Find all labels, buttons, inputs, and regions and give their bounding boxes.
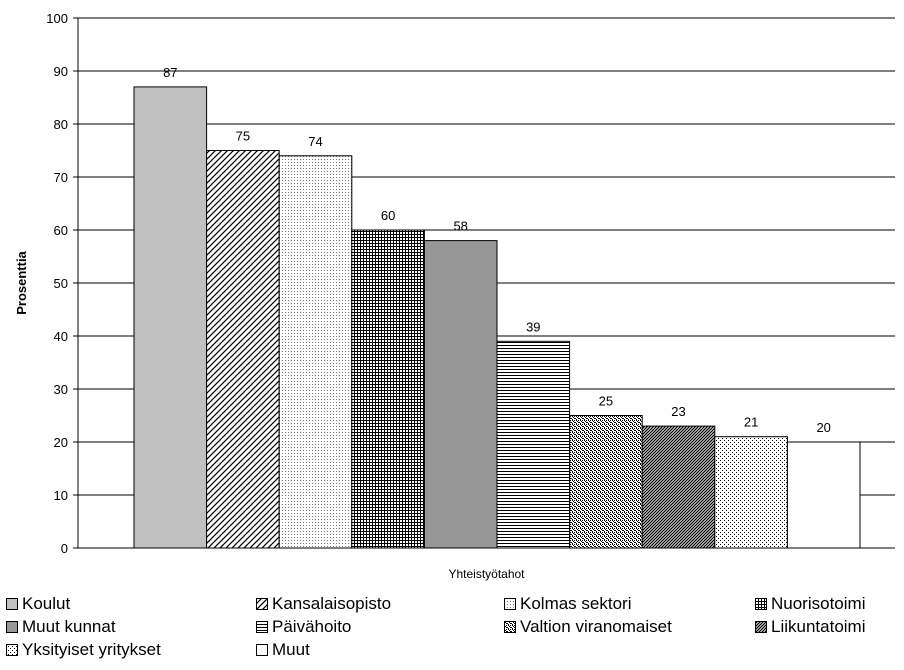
y-tick-label: 80 [54,117,68,132]
legend-label: Muut kunnat [22,617,116,636]
y-tick-label: 90 [54,64,68,79]
y-tick-label: 60 [54,223,68,238]
legend-swatch [6,621,18,633]
legend-swatch [256,644,268,656]
legend-item: Muut [256,640,310,660]
bar-value-label: 21 [744,415,758,430]
legend-label: Valtion viranomaiset [520,617,672,636]
x-axis-title: Yhteistyötahot [448,567,525,581]
bar-value-label: 74 [308,134,322,149]
y-tick-label: 100 [46,11,68,26]
bar [423,240,498,549]
legend-swatch [6,598,18,610]
legend-label: Päivähoito [272,617,352,636]
bar [206,150,280,549]
legend-item: Kolmas sektori [504,594,631,614]
legend-swatch [256,598,268,610]
legend-label: Koulut [22,594,71,613]
y-tick-label: 40 [54,329,68,344]
y-tick-label: 10 [54,488,68,503]
y-tick-label: 70 [54,170,68,185]
bar [641,425,716,549]
bar [786,441,861,549]
bar-value-label: 60 [381,208,395,223]
bar-value-label: 23 [671,404,685,419]
y-tick-label: 30 [54,382,68,397]
legend-swatch [755,598,767,610]
legend-label: Kolmas sektori [520,594,632,613]
bar-value-label: 20 [816,420,830,435]
bar-value-label: 87 [163,65,177,80]
legend-label: Kansalaisopisto [272,594,392,613]
legend-swatch [504,598,516,610]
legend-label: Liikuntatoimi [771,617,866,636]
bar-value-label: 58 [453,219,467,234]
legend-item: Nuorisotoimi [755,594,865,614]
bar-value-label: 39 [526,319,540,334]
y-tick-label: 20 [54,435,68,450]
legend-item: Yksityiset yritykset [6,640,161,660]
legend-item: Päivähoito [256,617,351,637]
legend-item: Koulut [6,594,70,614]
legend-swatch [504,621,516,633]
legend-swatch [256,621,268,633]
bar [133,86,208,549]
bar-chart: 0 10 20 30 40 50 60 70 80 90 100 87 75 74 60 58 39 25 23 2… [14,11,895,581]
legend-swatch [6,644,18,656]
chart-legend: Koulut Kansalaisopisto Kolmas sektori Nuori… [0,594,904,670]
bar-value-label: 25 [599,394,613,409]
bars [133,86,861,549]
legend-label: Nuorisotoimi [771,594,866,613]
data-labels: 87 75 74 60 58 39 25 23 21 20 [163,65,831,435]
bar [278,155,353,549]
legend-item: Liikuntatoimi [755,617,866,637]
bar [496,340,571,549]
y-axis-ticks: 0 10 20 30 40 50 60 70 80 90 100 [46,11,78,556]
legend-swatch [755,621,767,633]
y-tick-label: 50 [54,276,68,291]
legend-label: Muut [272,640,310,659]
legend-label: Yksityiset yritykset [22,640,161,659]
bar [351,229,425,549]
legend-item: Kansalaisopisto [256,594,391,614]
bar-value-label: 75 [236,129,250,144]
legend-item: Muut kunnat [6,617,116,637]
y-tick-label: 0 [61,541,68,556]
bar [714,436,788,549]
legend-item: Valtion viranomaiset [504,617,672,637]
y-axis-title: Prosenttia [14,250,29,314]
bar [569,415,643,549]
